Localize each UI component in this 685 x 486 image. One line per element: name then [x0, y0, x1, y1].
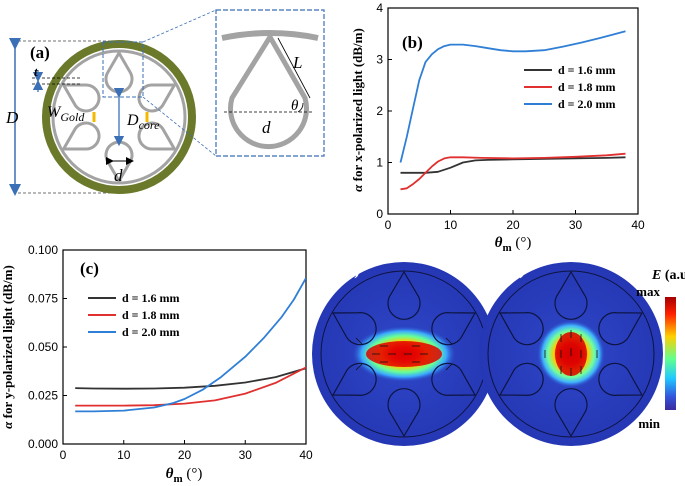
xtick-label: 20 — [178, 448, 192, 462]
panel-d-field-arrows — [355, 337, 453, 371]
zoom-teardrop — [228, 32, 309, 150]
xtick-label: 10 — [117, 448, 131, 462]
zoom-d-label: d — [262, 118, 271, 137]
xtick-label: 0 — [385, 218, 392, 232]
legend-label-2: d = 1.8 mm — [558, 80, 616, 94]
xtick-label: 40 — [631, 218, 645, 232]
zoom-connector-bottom — [142, 96, 217, 157]
legend-label-1: d = 1.6 mm — [558, 63, 616, 77]
xtick-label: 40 — [299, 448, 313, 462]
core-diameter-label: Dcore — [126, 112, 160, 132]
panel-b-xlabel: θm (°) — [495, 235, 532, 254]
ytick-label: 0.000 — [28, 437, 58, 451]
panel-c-ylabel: α for y-polarized light (dB/m) — [0, 265, 15, 429]
colorbar-gradient — [665, 297, 676, 410]
tube-upper-right — [137, 83, 178, 113]
panel-c-label: (c) — [80, 259, 99, 278]
panel-e-label: (e) — [507, 262, 525, 279]
panel-a-label: (a) — [30, 43, 50, 62]
series-line-3 — [399, 30, 626, 163]
series-line-1 — [75, 367, 306, 390]
outer-diameter-label: D — [5, 108, 19, 127]
legend-label-3: d = 2.0 mm — [122, 325, 180, 339]
panel-e-tubes — [498, 270, 644, 438]
panel-d-label: (d) — [340, 262, 360, 279]
ytick-label: 2 — [376, 104, 383, 118]
xtick-label: 10 — [444, 218, 458, 232]
panel-a-schematic: (a) D t WGold Dcore d L θ d — [5, 9, 325, 196]
series-line-3 — [75, 277, 306, 413]
zoom-theta-arc — [297, 102, 304, 113]
panel-d-tubes — [331, 270, 477, 438]
panel-e-field-arrows — [544, 330, 598, 376]
xtick-label: 30 — [569, 218, 583, 232]
panel-c-chart: 0 10 20 30 40 0.000 0.025 0.050 0.075 0.100 d = 1… — [0, 243, 313, 485]
xtick-label: 30 — [239, 448, 253, 462]
panel-c-frame — [62, 249, 307, 445]
tube-lower-right — [137, 121, 178, 151]
panel-b-label: (b) — [402, 33, 423, 52]
tube-upper-left — [60, 83, 101, 113]
legend-label-2: d = 1.8 mm — [122, 308, 180, 322]
panel-c-legend: d = 1.6 mm d = 1.8 mm d = 2.0 mm — [88, 291, 180, 339]
panel-c-ticks: 0 10 20 30 40 0.000 0.025 0.050 0.075 0.100 — [28, 243, 313, 462]
zoom-connector-top — [142, 9, 217, 43]
panel-c-series — [75, 277, 306, 413]
panel-d-field-map: (d) — [312, 262, 496, 446]
panel-e-field-map: (e) — [479, 262, 663, 446]
colorbar-title: E (a.u.) — [651, 268, 685, 283]
panel-c-xlabel: θm (°) — [166, 466, 203, 485]
zoom-length-label: L — [292, 53, 302, 72]
panel-b-legend: d = 1.6 mm d = 1.8 mm d = 2.0 mm — [524, 63, 616, 111]
panel-b-ylabel: α for x-polarized light (dB/m) — [350, 28, 365, 192]
panel-b-ticks: 0 10 20 30 40 0 1 2 3 4 — [376, 1, 645, 232]
zoom-l-line — [277, 37, 311, 99]
zoom-source-box — [102, 41, 144, 98]
series-line-2 — [75, 366, 306, 407]
panel-b-frame — [387, 7, 639, 215]
panel-b-series — [399, 30, 626, 191]
ytick-label: 4 — [376, 1, 383, 15]
ytick-label: 0.075 — [28, 292, 58, 306]
ytick-label: 0 — [376, 207, 383, 221]
ytick-label: 0.050 — [28, 340, 58, 354]
legend-label-3: d = 2.0 mm — [558, 97, 616, 111]
xtick-label: 20 — [506, 218, 520, 232]
ytick-label: 0.100 — [28, 243, 58, 257]
series-line-2 — [400, 152, 626, 191]
colorbar-max-label: max — [636, 284, 660, 299]
xtick-label: 0 — [60, 448, 67, 462]
colorbar: E (a.u.) max min — [636, 268, 685, 431]
panel-b-chart: 0 10 20 30 40 0 1 2 3 4 d = 1.6 mm d = 1.8 mm d = 2… — [350, 1, 645, 254]
zoom-theta-label: θ — [291, 98, 299, 114]
tube-diameter-label: d — [114, 166, 123, 185]
ytick-label: 0.025 — [28, 389, 58, 403]
legend-label-1: d = 1.6 mm — [122, 291, 180, 305]
colorbar-min-label: min — [638, 416, 660, 431]
gold-width-label: WGold — [47, 104, 85, 124]
ytick-label: 1 — [376, 156, 383, 170]
tube-lower-left — [60, 121, 101, 151]
thickness-label: t — [34, 64, 38, 79]
ytick-label: 3 — [376, 53, 383, 67]
